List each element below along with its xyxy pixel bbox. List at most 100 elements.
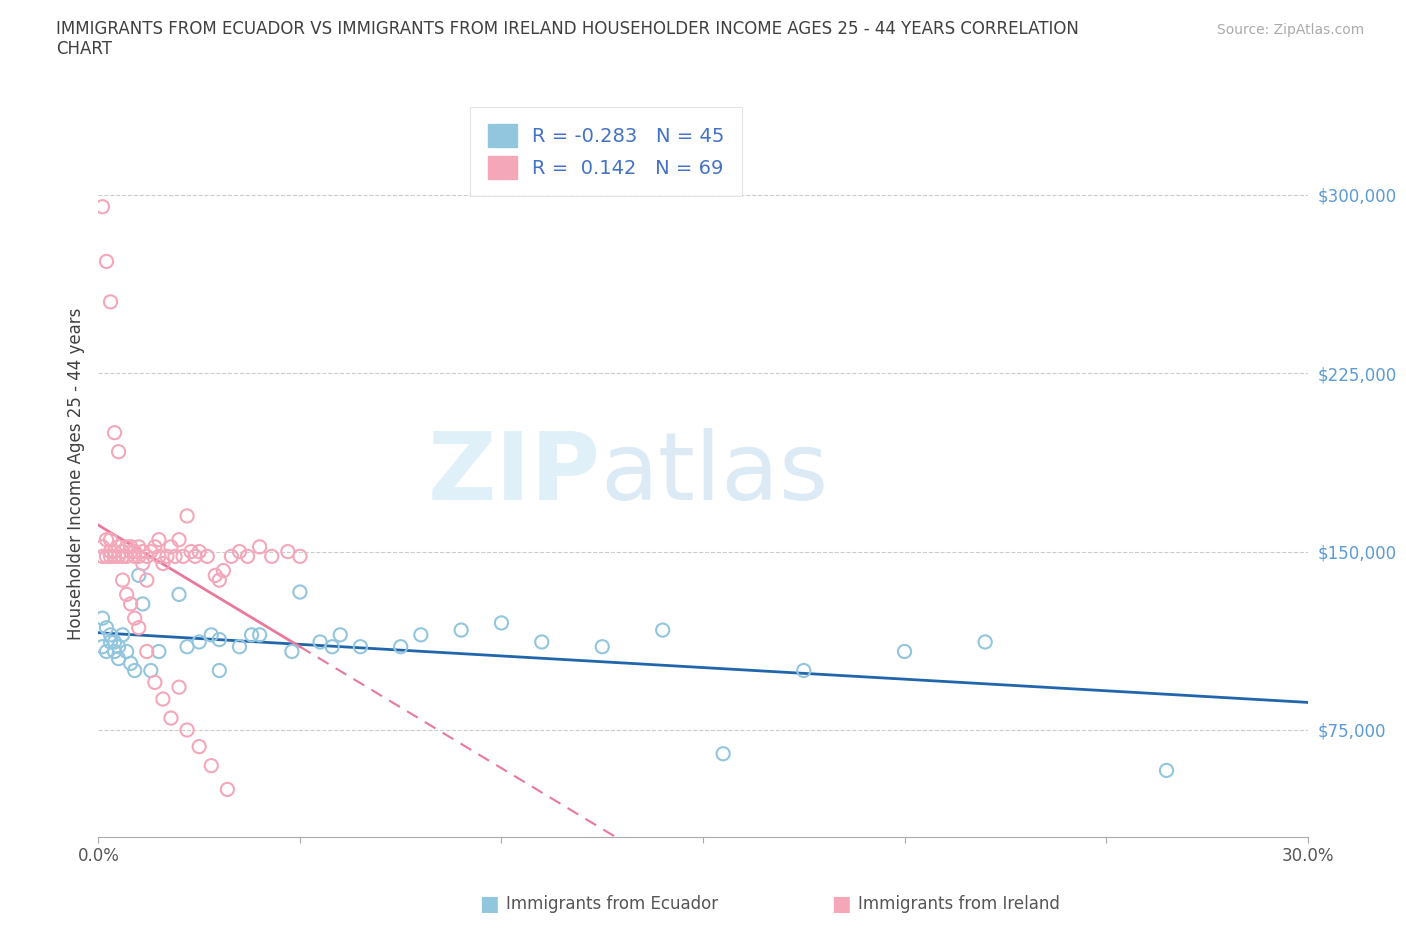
Point: [124, 549, 146, 564]
Text: CHART: CHART: [56, 40, 112, 58]
Point: [288, 549, 311, 564]
Point: [1156, 763, 1178, 777]
Point: [281, 644, 304, 659]
Point: [96, 532, 118, 547]
Point: [103, 549, 125, 564]
Point: [128, 620, 150, 635]
Point: [148, 644, 170, 659]
Text: ■: ■: [479, 894, 499, 914]
Point: [893, 644, 915, 659]
Point: [204, 568, 226, 583]
Point: [143, 539, 166, 554]
Point: [115, 644, 138, 659]
Point: [530, 634, 553, 649]
Point: [115, 587, 138, 602]
Point: [135, 573, 157, 588]
Point: [128, 549, 150, 564]
Point: [152, 556, 174, 571]
Point: [107, 549, 129, 564]
Point: [148, 549, 170, 564]
Point: [107, 639, 129, 654]
Point: [120, 539, 142, 554]
Point: [115, 539, 138, 554]
Y-axis label: Householder Income Ages 25 - 44 years: Householder Income Ages 25 - 44 years: [66, 308, 84, 641]
Point: [124, 663, 146, 678]
Point: [91, 549, 114, 564]
Point: [793, 663, 815, 678]
Point: [249, 539, 271, 554]
Point: [188, 739, 211, 754]
Point: [156, 549, 179, 564]
Point: [107, 539, 129, 554]
Point: [188, 634, 211, 649]
Point: [111, 544, 134, 559]
Point: [172, 549, 194, 564]
Point: [974, 634, 997, 649]
Point: [200, 628, 222, 643]
Point: [111, 573, 134, 588]
Point: [208, 573, 231, 588]
Point: [160, 711, 183, 725]
Point: [349, 639, 371, 654]
Point: [195, 549, 218, 564]
Point: [591, 639, 613, 654]
Point: [103, 634, 125, 649]
Point: [103, 644, 125, 659]
Point: [240, 628, 263, 643]
Point: [450, 623, 472, 638]
Point: [711, 746, 734, 761]
Point: [124, 544, 146, 559]
Point: [217, 782, 239, 797]
Point: [128, 568, 150, 583]
Point: [107, 651, 129, 666]
Point: [100, 634, 122, 649]
Point: [128, 539, 150, 554]
Point: [176, 639, 198, 654]
Point: [176, 723, 198, 737]
Point: [321, 639, 343, 654]
Point: [96, 620, 118, 635]
Point: [249, 628, 271, 643]
Point: [103, 544, 125, 559]
Point: [260, 549, 283, 564]
Text: atlas: atlas: [600, 429, 828, 520]
Point: [100, 549, 122, 564]
Point: [176, 509, 198, 524]
Point: [132, 544, 155, 559]
Point: [115, 549, 138, 564]
Point: [91, 611, 114, 626]
Point: [132, 556, 155, 571]
Point: [184, 549, 207, 564]
Point: [288, 585, 311, 600]
Point: [208, 663, 231, 678]
Text: IMMIGRANTS FROM ECUADOR VS IMMIGRANTS FROM IRELAND HOUSEHOLDER INCOME AGES 25 - : IMMIGRANTS FROM ECUADOR VS IMMIGRANTS FR…: [56, 20, 1080, 38]
Point: [91, 539, 114, 554]
Point: [100, 532, 122, 547]
Point: [329, 628, 352, 643]
Point: [120, 596, 142, 611]
Point: [111, 549, 134, 564]
Legend: R = -0.283   N = 45, R =  0.142   N = 69: R = -0.283 N = 45, R = 0.142 N = 69: [470, 107, 742, 196]
Text: Source: ZipAtlas.com: Source: ZipAtlas.com: [1216, 23, 1364, 37]
Point: [139, 663, 162, 678]
Point: [163, 549, 186, 564]
Point: [152, 692, 174, 707]
Point: [228, 544, 250, 559]
Point: [120, 656, 142, 671]
Point: [212, 564, 235, 578]
Point: [491, 616, 513, 631]
Point: [91, 639, 114, 654]
Point: [91, 199, 114, 214]
Point: [277, 544, 299, 559]
Point: [167, 680, 190, 695]
Point: [96, 549, 118, 564]
Point: [96, 254, 118, 269]
Point: [100, 544, 122, 559]
Point: [139, 544, 162, 559]
Point: [100, 628, 122, 643]
Point: [120, 544, 142, 559]
Point: [221, 549, 243, 564]
Text: Immigrants from Ireland: Immigrants from Ireland: [858, 895, 1060, 913]
Point: [167, 587, 190, 602]
Text: ZIP: ZIP: [427, 429, 600, 520]
